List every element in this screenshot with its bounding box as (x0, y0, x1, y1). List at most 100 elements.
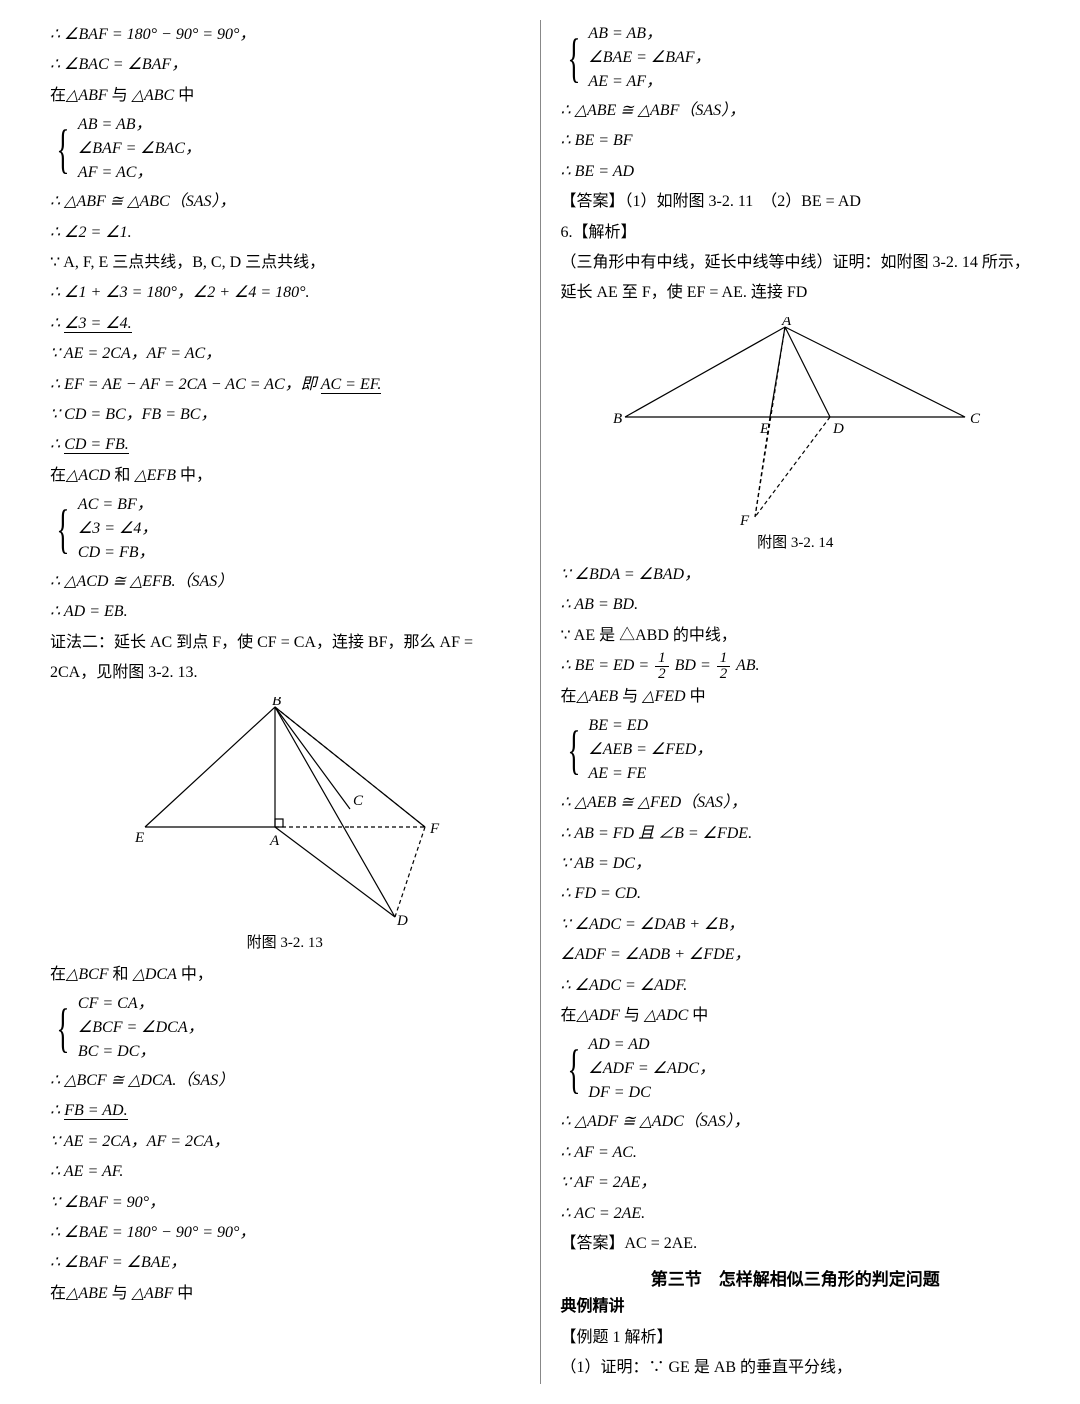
math: △AEB (577, 688, 619, 705)
pt-label: C (970, 411, 981, 427)
brace-lines: AD = AD ∠ADF = ∠ADC， DF = DC (588, 1033, 715, 1105)
text-line: 在△ADF 与 △ADC 中 (561, 1001, 1031, 1031)
text-line: ∴ △ABF ≅ △ABC（SAS）， (50, 187, 520, 217)
text-line: ∵ AE 是 △ABD 的中线， (561, 621, 1031, 651)
cn-text: 在 (50, 1285, 66, 1302)
pt-label: E (759, 421, 769, 437)
text-line: ∴ ∠3 = ∠4. (50, 309, 520, 339)
text-line: ∴ CD = FB. (50, 430, 520, 460)
text-line: ∵ ∠ADC = ∠DAB + ∠B， (561, 910, 1031, 940)
text-line: AF = AC， (78, 161, 201, 185)
text-line: ∵ CD = BC，FB = BC， (50, 400, 520, 430)
brace-group: { AC = BF， ∠3 = ∠4， CD = FB， (50, 493, 520, 565)
right-column: { AB = AB， ∠BAE = ∠BAF， AE = AF， ∴ △ABE … (541, 20, 1051, 1384)
text-line: 【答案】AC = 2AE. (561, 1229, 1031, 1259)
underline-text: FB = AD. (64, 1102, 127, 1120)
text-line: AE = FE (588, 762, 712, 786)
text-line: 在△AEB 与 △FED 中 (561, 682, 1031, 712)
numerator: 1 (655, 651, 669, 667)
figure-3-2-13: B E A C F D 附图 3-2. 13 (50, 697, 520, 952)
text-line: ∠ADF = ∠ADB + ∠FDE， (561, 940, 1031, 970)
cn-text: 中 (173, 1285, 193, 1302)
text-line: ∴ ∠ADC = ∠ADF. (561, 971, 1031, 1001)
brace-lines: AB = AB， ∠BAF = ∠BAC， AF = AC， (78, 113, 201, 185)
math: △ABE (66, 1285, 108, 1302)
text-line: ∴ AB = FD 且 ∠B = ∠FDE. (561, 819, 1031, 849)
pt-label: A (781, 317, 792, 329)
diagram-svg: B E A C F D (125, 697, 445, 927)
cn-text: 中 (174, 87, 194, 104)
text-line: ∴ AE = AF. (50, 1157, 520, 1187)
text-line: ∠3 = ∠4， (78, 517, 158, 541)
text-line: ∴ FB = AD. (50, 1096, 520, 1126)
cn-text: 在 (561, 688, 577, 705)
text-line: ∴ ∠BAC = ∠BAF， (50, 50, 520, 80)
denominator: 2 (655, 667, 669, 682)
math: ∴ (50, 436, 64, 453)
text-line: ∠BAF = ∠BAC， (78, 137, 201, 161)
brace-icon: { (56, 505, 69, 554)
text-line: ∴ ∠BAF = 180° − 90° = 90°， (50, 20, 520, 50)
text-line: ∴ ∠BAF = ∠BAE， (50, 1248, 520, 1278)
text-line: ∠ADF = ∠ADC， (588, 1057, 715, 1081)
cn-text: 与 (618, 688, 642, 705)
figure-caption: 附图 3-2. 14 (561, 531, 1031, 552)
pt-label: F (739, 513, 750, 527)
brace-group: { AB = AB， ∠BAE = ∠BAF， AE = AF， (561, 22, 1031, 94)
text-line: ∵ A, F, E 三点共线，B, C, D 三点共线， (50, 248, 520, 278)
text-line: ∵ ∠BDA = ∠BAD， (561, 560, 1031, 590)
text-line: ∴ BE = ED = 12 BD = 12 AB. (561, 651, 1031, 682)
text-line: CF = CA， (78, 992, 204, 1016)
math: △ABC (132, 87, 175, 104)
pt-label: F (429, 821, 440, 837)
left-column: ∴ ∠BAF = 180° − 90° = 90°， ∴ ∠BAC = ∠BAF… (30, 20, 541, 1384)
cn-text: 证法二：延长 AC 到点 F，使 CF = CA，连接 BF，那么 AF = 2… (50, 634, 473, 681)
text-line: ∠AEB = ∠FED， (588, 738, 712, 762)
text-line: ∴ ∠1 + ∠3 = 180°，∠2 + ∠4 = 180°. (50, 278, 520, 308)
text-line: 在△BCF 和 △DCA 中， (50, 960, 520, 990)
text-line: ∴ ∠2 = ∠1. (50, 218, 520, 248)
text-line: AC = BF， (78, 493, 158, 517)
brace-group: { CF = CA， ∠BCF = ∠DCA， BC = DC， (50, 992, 520, 1064)
cn-text: 和 (110, 467, 134, 484)
text-line: DF = DC (588, 1081, 715, 1105)
text-line: ∴ BE = AD (561, 157, 1031, 187)
cn-text: 中， (176, 467, 212, 484)
brace-group: { AB = AB， ∠BAF = ∠BAC， AF = AC， (50, 113, 520, 185)
cn-text: 在 (50, 467, 66, 484)
math: △ABF (132, 1285, 174, 1302)
cn-text: （1）证明：∵ GE 是 AB 的垂直平分线， (561, 1359, 853, 1376)
text-line: AB = AB， (588, 22, 710, 46)
brace-icon: { (56, 1004, 69, 1053)
cn-text: 【答案】AC = 2AE. (561, 1235, 698, 1252)
brace-icon: { (567, 726, 580, 775)
text-line: ∴ BE = BF (561, 126, 1031, 156)
math: △DCA (133, 966, 177, 983)
text-line: ∴ △BCF ≅ △DCA.（SAS） (50, 1066, 520, 1096)
pt-label: A (269, 833, 280, 849)
cn-text: 在 (50, 966, 66, 983)
math: ∴ EF = AE − AF = 2CA − AC = AC，即 (50, 376, 321, 393)
cn-text: ∵ AE 是 △ABD 的中线， (561, 627, 737, 644)
cn-text: 在 (561, 1007, 577, 1024)
text-line: ∴ AC = 2AE. (561, 1199, 1031, 1229)
underline-text: CD = FB. (64, 436, 129, 454)
text-line: （1）证明：∵ GE 是 AB 的垂直平分线， (561, 1353, 1031, 1383)
cn-text: ∵ A, F, E 三点共线，B, C, D 三点共线， (50, 254, 325, 271)
text-line: AB = AB， (78, 113, 201, 137)
math: ∴ (50, 1102, 64, 1119)
text-line: ∠BCF = ∠DCA， (78, 1016, 204, 1040)
section-title: 第三节 怎样解相似三角形的判定问题 (561, 1265, 1031, 1290)
text-line: ∴ ∠BAE = 180° − 90° = 90°， (50, 1218, 520, 1248)
text-line: ∵ ∠BAF = 90°， (50, 1188, 520, 1218)
brace-icon: { (56, 125, 69, 174)
math: △FED (642, 688, 685, 705)
cn-text: 中 (688, 1007, 708, 1024)
subheading: 典例精讲 (561, 1292, 1031, 1322)
brace-group: { AD = AD ∠ADF = ∠ADC， DF = DC (561, 1033, 1031, 1105)
text-line: 在△ABF 与 △ABC 中 (50, 81, 520, 111)
brace-group: { BE = ED ∠AEB = ∠FED， AE = FE (561, 714, 1031, 786)
text-line: CD = FB， (78, 541, 158, 565)
text-line: 证法二：延长 AC 到点 F，使 CF = CA，连接 BF，那么 AF = 2… (50, 628, 520, 689)
pt-label: B (613, 411, 622, 427)
